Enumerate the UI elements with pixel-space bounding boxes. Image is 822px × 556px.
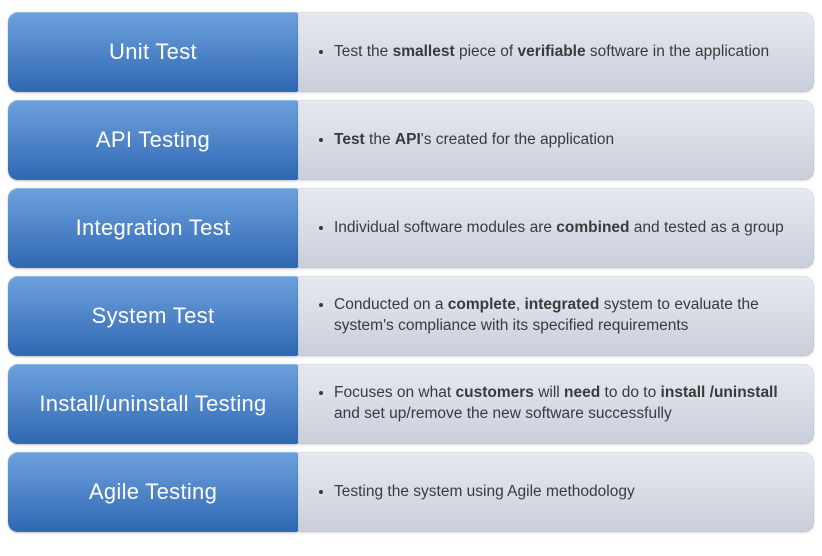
- testing-type-description: Conducted on a complete, integrated syst…: [298, 276, 814, 356]
- testing-type-row: System Test Conducted on a complete, inte…: [8, 276, 814, 356]
- testing-type-label: System Test: [8, 276, 298, 356]
- testing-type-description: Test the smallest piece of verifiable so…: [298, 12, 814, 92]
- testing-types-list: Unit Test Test the smallest piece of veri…: [8, 12, 814, 532]
- testing-type-description-text: Testing the system using Agile methodolo…: [334, 482, 641, 503]
- testing-type-label: Agile Testing: [8, 452, 298, 532]
- testing-type-description-text: Test the API's created for the applicati…: [334, 130, 620, 151]
- testing-type-description: Test the API's created for the applicati…: [298, 100, 814, 180]
- testing-type-label: Integration Test: [8, 188, 298, 268]
- testing-type-description-text: Conducted on a complete, integrated syst…: [334, 295, 792, 337]
- testing-type-description-text: Test the smallest piece of verifiable so…: [334, 42, 775, 63]
- testing-type-row: Integration Test Individual software mod…: [8, 188, 814, 268]
- testing-type-description-text: Individual software modules are combined…: [334, 218, 790, 239]
- testing-type-row: Unit Test Test the smallest piece of veri…: [8, 12, 814, 92]
- testing-type-row: API Testing Test the API's created for th…: [8, 100, 814, 180]
- testing-type-description-text: Focuses on what customers will need to d…: [334, 383, 792, 425]
- testing-type-label: API Testing: [8, 100, 298, 180]
- testing-type-description: Focuses on what customers will need to d…: [298, 364, 814, 444]
- testing-type-description: Testing the system using Agile methodolo…: [298, 452, 814, 532]
- testing-type-label: Install/uninstall Testing: [8, 364, 298, 444]
- testing-type-row: Agile Testing Testing the system using Ag…: [8, 452, 814, 532]
- testing-type-row: Install/uninstall Testing Focuses on what…: [8, 364, 814, 444]
- testing-type-label: Unit Test: [8, 12, 298, 92]
- testing-type-description: Individual software modules are combined…: [298, 188, 814, 268]
